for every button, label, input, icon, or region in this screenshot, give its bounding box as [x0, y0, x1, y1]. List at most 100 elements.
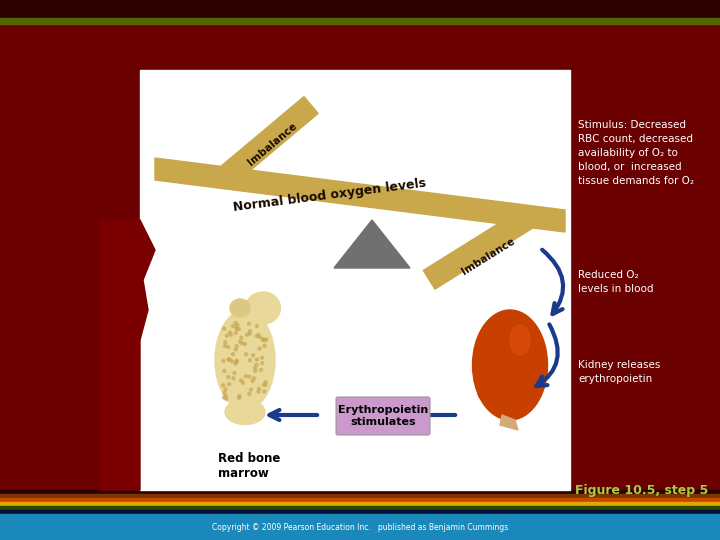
- Text: Red bone
marrow: Red bone marrow: [218, 452, 280, 480]
- Polygon shape: [423, 207, 536, 289]
- Circle shape: [261, 362, 264, 364]
- Polygon shape: [334, 220, 410, 268]
- Circle shape: [253, 369, 256, 373]
- Bar: [0, 18, 720, 24]
- Circle shape: [251, 354, 255, 357]
- Bar: [0, 502, 720, 506]
- Circle shape: [230, 333, 233, 336]
- Bar: [0, 510, 720, 514]
- Circle shape: [228, 357, 231, 361]
- Circle shape: [240, 379, 243, 382]
- Circle shape: [248, 322, 251, 325]
- Ellipse shape: [230, 299, 250, 317]
- Circle shape: [235, 327, 238, 330]
- Circle shape: [245, 353, 248, 356]
- FancyArrowPatch shape: [536, 325, 558, 386]
- Circle shape: [244, 375, 248, 378]
- Circle shape: [234, 332, 238, 334]
- Text: Imbalance: Imbalance: [459, 235, 516, 276]
- Circle shape: [261, 338, 264, 341]
- Circle shape: [242, 381, 245, 384]
- Circle shape: [225, 334, 228, 337]
- Bar: [0, 490, 720, 494]
- Circle shape: [240, 342, 243, 345]
- Circle shape: [263, 345, 266, 347]
- Circle shape: [255, 363, 258, 367]
- Text: Copyright © 2009 Pearson Education Inc.   published as Benjamin Cummings: Copyright © 2009 Pearson Education Inc. …: [212, 523, 508, 531]
- Circle shape: [235, 345, 238, 348]
- Circle shape: [234, 362, 237, 365]
- Text: Imbalance: Imbalance: [246, 120, 299, 167]
- Polygon shape: [500, 415, 518, 430]
- Circle shape: [249, 388, 253, 391]
- Ellipse shape: [510, 325, 530, 355]
- Text: Normal blood oxygen levels: Normal blood oxygen levels: [233, 177, 427, 214]
- Circle shape: [265, 338, 268, 341]
- Polygon shape: [155, 158, 565, 232]
- Circle shape: [257, 390, 260, 393]
- Circle shape: [222, 359, 225, 362]
- Bar: [0, 494, 720, 498]
- FancyArrowPatch shape: [397, 410, 455, 420]
- Circle shape: [253, 377, 256, 380]
- Polygon shape: [216, 97, 318, 187]
- Circle shape: [246, 333, 248, 336]
- Circle shape: [225, 397, 228, 401]
- FancyArrowPatch shape: [269, 410, 318, 420]
- Circle shape: [253, 367, 257, 369]
- Ellipse shape: [477, 355, 507, 381]
- Circle shape: [232, 377, 235, 380]
- Circle shape: [256, 334, 258, 338]
- Ellipse shape: [472, 310, 547, 420]
- Circle shape: [238, 395, 241, 397]
- Circle shape: [264, 383, 267, 386]
- Circle shape: [223, 392, 226, 394]
- Circle shape: [227, 346, 230, 348]
- Circle shape: [248, 332, 251, 335]
- Circle shape: [248, 329, 251, 333]
- Circle shape: [224, 388, 227, 391]
- Circle shape: [238, 328, 240, 331]
- Circle shape: [258, 335, 261, 339]
- Circle shape: [232, 325, 235, 328]
- Circle shape: [261, 339, 264, 341]
- Circle shape: [222, 327, 225, 330]
- Ellipse shape: [478, 380, 506, 404]
- Circle shape: [258, 387, 261, 390]
- Ellipse shape: [246, 292, 281, 324]
- Circle shape: [243, 342, 246, 346]
- Text: Reduced O₂
levels in blood: Reduced O₂ levels in blood: [578, 270, 654, 294]
- Circle shape: [259, 368, 263, 372]
- Circle shape: [263, 390, 266, 393]
- Circle shape: [223, 369, 226, 373]
- Circle shape: [234, 348, 238, 351]
- Circle shape: [264, 381, 267, 383]
- Circle shape: [227, 358, 230, 361]
- Circle shape: [227, 375, 230, 379]
- Circle shape: [256, 358, 258, 361]
- Circle shape: [264, 339, 267, 342]
- Circle shape: [223, 345, 227, 348]
- Circle shape: [236, 323, 239, 327]
- Circle shape: [225, 394, 228, 397]
- Text: Erythropoietin
stimulates: Erythropoietin stimulates: [338, 405, 428, 427]
- Bar: [0, 506, 720, 510]
- Circle shape: [248, 375, 251, 378]
- Polygon shape: [100, 220, 155, 490]
- Circle shape: [256, 325, 258, 327]
- Ellipse shape: [225, 400, 265, 424]
- Circle shape: [235, 359, 238, 362]
- Circle shape: [235, 361, 238, 363]
- Text: Stimulus: Decreased
RBC count, decreased
availability of O₂ to
blood, or  increa: Stimulus: Decreased RBC count, decreased…: [578, 120, 694, 186]
- Circle shape: [235, 360, 238, 363]
- Text: Kidney releases
erythropoietin: Kidney releases erythropoietin: [578, 360, 660, 384]
- Circle shape: [228, 383, 230, 386]
- Circle shape: [262, 383, 266, 386]
- Circle shape: [240, 336, 243, 339]
- Bar: [0, 514, 720, 540]
- Text: Figure 10.5, step 5: Figure 10.5, step 5: [575, 484, 708, 497]
- Circle shape: [248, 392, 251, 395]
- Circle shape: [228, 331, 231, 334]
- Circle shape: [258, 347, 261, 350]
- Bar: [0, 0, 720, 18]
